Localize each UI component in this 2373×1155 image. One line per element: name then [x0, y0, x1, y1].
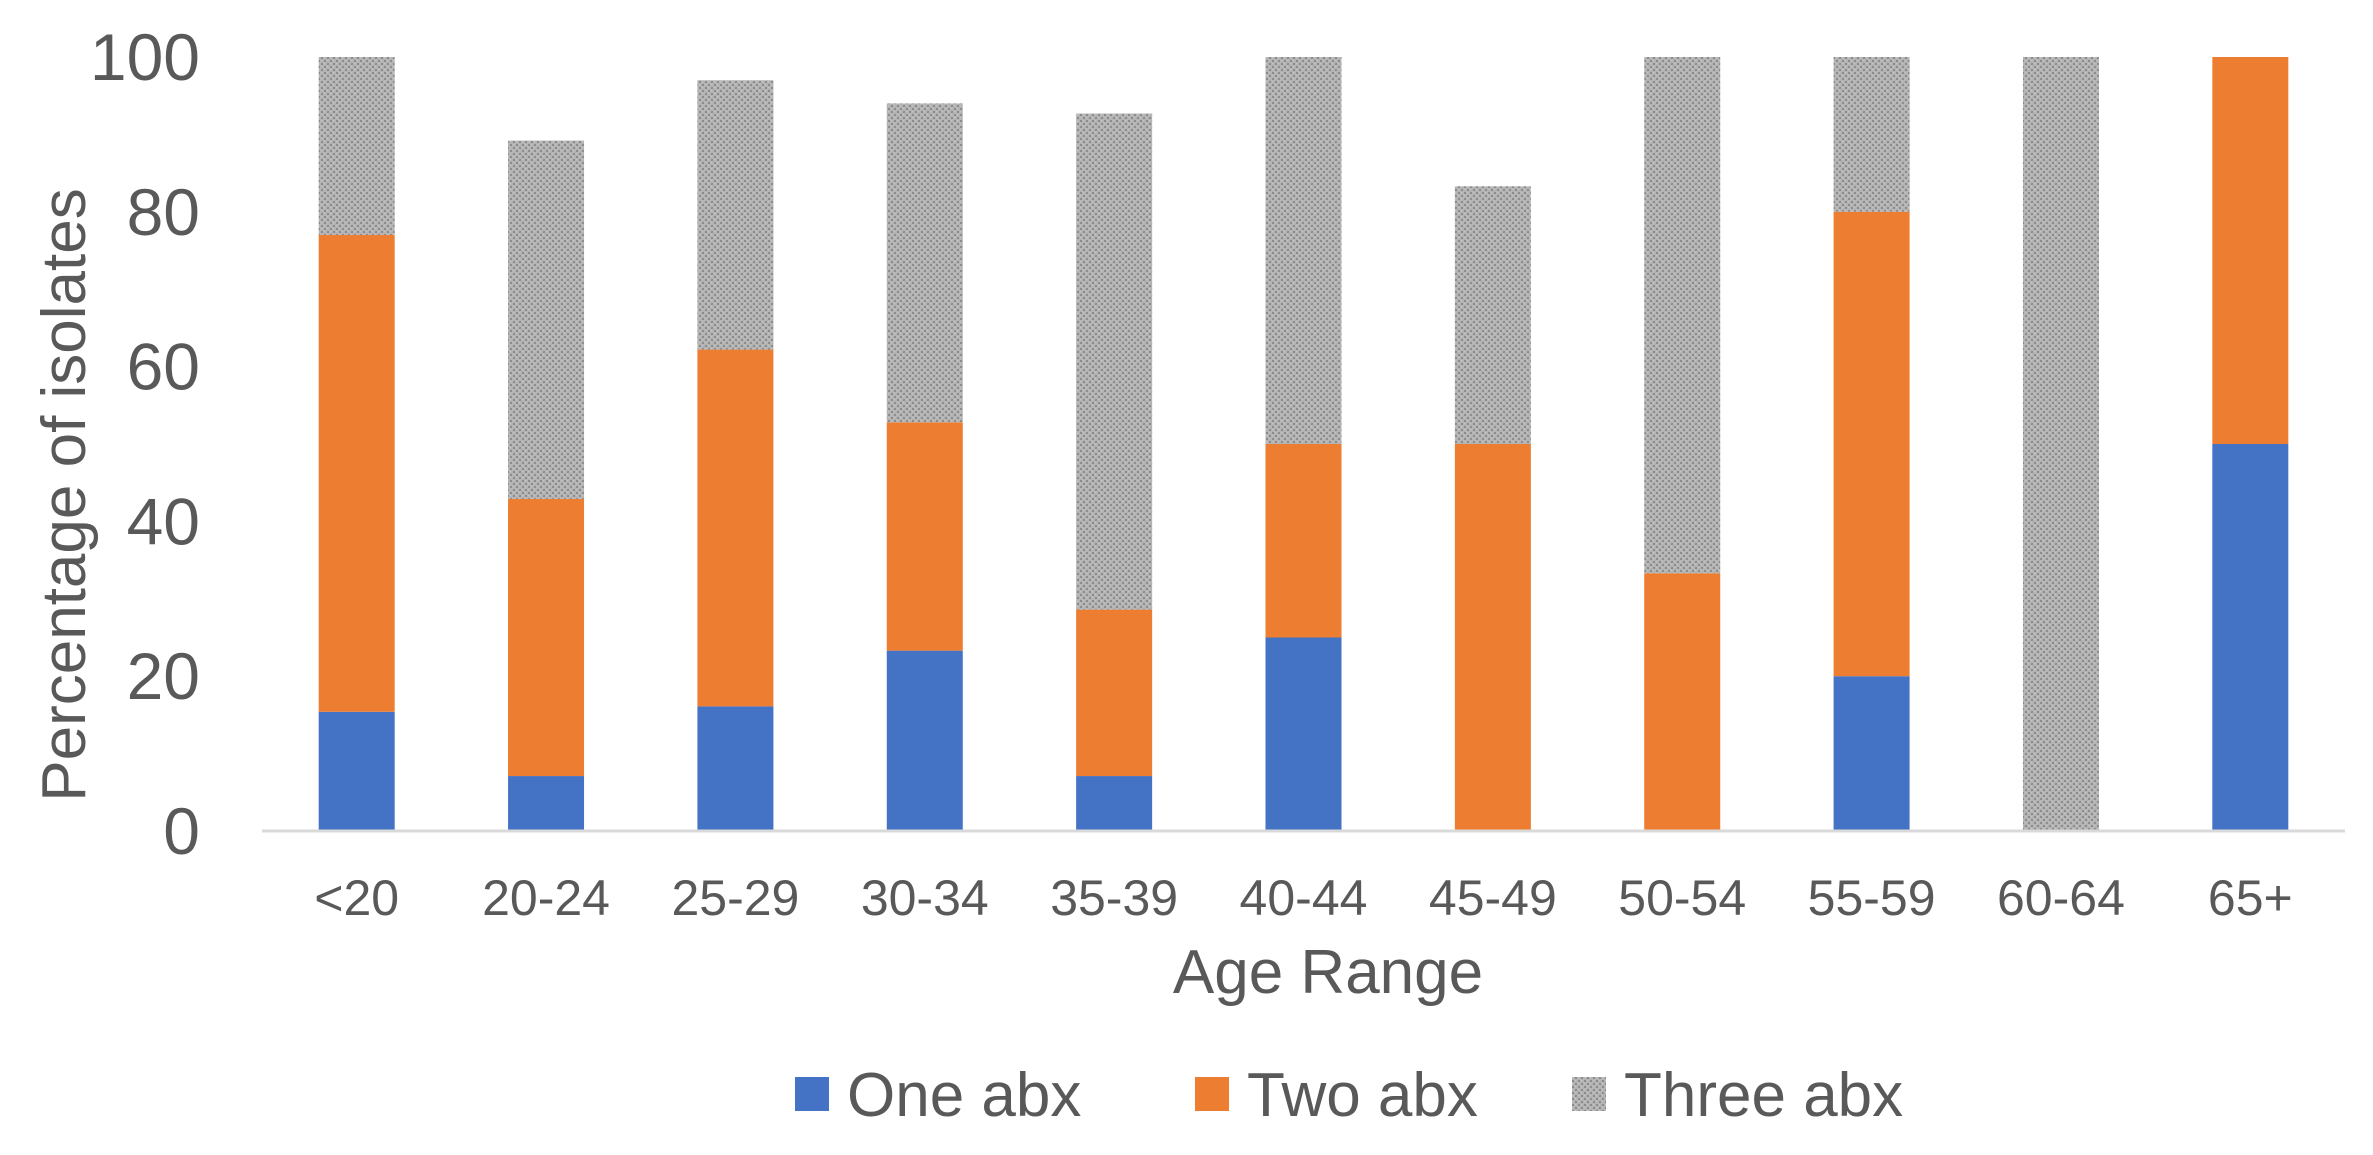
- legend-swatch: [1195, 1077, 1229, 1111]
- bar-segment-three-abx: [697, 80, 774, 350]
- bar-segment-two-abx: [1265, 444, 1342, 638]
- bar-segment-one-abx: [697, 706, 774, 831]
- x-tick-label: 45-49: [1429, 870, 1557, 926]
- bar-segment-one-abx: [318, 711, 395, 831]
- x-tick-label: 20-24: [482, 870, 610, 926]
- bar-segment-one-abx: [1833, 676, 1910, 831]
- x-tick-label: 35-39: [1050, 870, 1178, 926]
- y-tick-label: 20: [127, 639, 200, 713]
- x-tick-label: 50-54: [1618, 870, 1746, 926]
- x-axis-title: Age Range: [1173, 938, 1483, 1007]
- bar-segment-three-abx: [1833, 57, 1910, 212]
- bar-segment-one-abx: [2212, 444, 2289, 831]
- legend-swatch: [795, 1077, 829, 1111]
- legend-label: Two abx: [1247, 1061, 1478, 1130]
- bar-segment-one-abx: [886, 650, 963, 831]
- y-tick-label: 0: [163, 794, 200, 868]
- bar-segment-two-abx: [1076, 609, 1153, 777]
- x-tick-label: 65+: [2208, 870, 2293, 926]
- legend-swatch: [1572, 1077, 1606, 1111]
- bar-segment-two-abx: [318, 235, 395, 712]
- x-tick-label: 30-34: [861, 870, 989, 926]
- bar-segment-three-abx: [318, 57, 395, 236]
- legend: One abx Two abx Three abx: [795, 1061, 1903, 1130]
- y-axis-title: Percentage of isolates: [30, 188, 99, 802]
- bar-segment-one-abx: [1076, 776, 1153, 831]
- y-axis-ticks: 0 20 40 60 80 100: [90, 20, 200, 868]
- bar-segment-one-abx: [508, 776, 585, 831]
- x-tick-label: 60-64: [1997, 870, 2125, 926]
- legend-label: One abx: [847, 1061, 1081, 1130]
- bar-segment-three-abx: [1265, 57, 1342, 444]
- x-tick-label: 55-59: [1808, 870, 1936, 926]
- x-tick-label: 25-29: [671, 870, 799, 926]
- x-axis-ticks: <20 20-24 25-29 30-34 35-39 40-44 45-49 50-54 55…: [314, 870, 2292, 926]
- bar-segment-one-abx: [1265, 637, 1342, 831]
- bar-segment-two-abx: [1644, 573, 1721, 831]
- bars-group: [318, 57, 2289, 831]
- bar-segment-two-abx: [508, 498, 585, 777]
- bar-segment-two-abx: [1454, 444, 1531, 831]
- y-tick-label: 60: [127, 330, 200, 404]
- legend-label: Three abx: [1624, 1061, 1903, 1130]
- bar-segment-two-abx: [1833, 211, 1910, 677]
- bar-segment-three-abx: [1644, 57, 1721, 574]
- y-tick-label: 40: [127, 484, 200, 558]
- bar-segment-three-abx: [1454, 186, 1531, 444]
- bar-segment-two-abx: [886, 422, 963, 651]
- bar-segment-three-abx: [886, 103, 963, 423]
- y-tick-label: 100: [90, 20, 200, 94]
- bar-segment-three-abx: [1076, 113, 1153, 610]
- x-tick-label: <20: [314, 870, 399, 926]
- bar-segment-three-abx: [2022, 57, 2099, 831]
- y-tick-label: 80: [127, 175, 200, 249]
- bar-segment-two-abx: [697, 349, 774, 707]
- bar-segment-three-abx: [508, 140, 585, 499]
- x-tick-label: 40-44: [1240, 870, 1368, 926]
- bar-segment-two-abx: [2212, 57, 2289, 444]
